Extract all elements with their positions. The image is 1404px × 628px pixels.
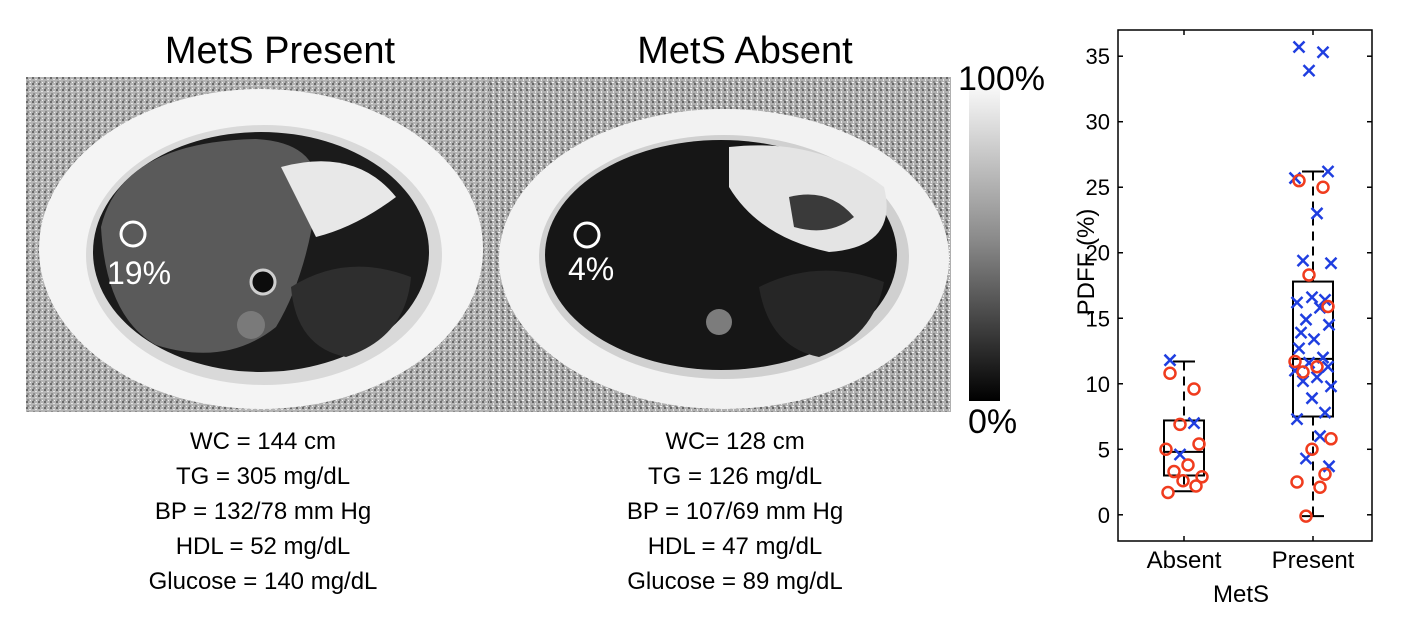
box-iqr — [1292, 280, 1334, 418]
clinical-params-present: WC = 144 cm TG = 305 mg/dL BP = 132/78 m… — [103, 424, 423, 599]
param-tg: TG = 126 mg/dL — [647, 463, 823, 490]
data-point-o — [1161, 485, 1175, 500]
data-point-x — [1318, 293, 1332, 307]
data-point-o — [1313, 480, 1327, 495]
data-point-x — [1321, 165, 1335, 178]
data-point-x — [1292, 342, 1306, 355]
plot-axes: 0 5 10 15 20 25 30 35 Absent Present — [1086, 29, 1373, 574]
data-point-o — [1195, 470, 1209, 484]
data-point-o — [1296, 365, 1310, 379]
data-point-x — [1310, 370, 1324, 384]
data-point-o — [1173, 417, 1187, 432]
data-point-x — [1305, 290, 1319, 304]
roi-circle-present — [119, 220, 147, 248]
y-tick-label: 10 — [1086, 372, 1110, 397]
panel-title-mets-absent: MetS Absent — [637, 30, 853, 72]
mri-present-drawing — [26, 77, 493, 412]
data-point-o — [1310, 359, 1324, 374]
data-point-x — [1290, 296, 1304, 309]
clinical-params-absent: WC= 128 cm TG = 126 mg/dL BP = 107/69 mm… — [575, 424, 895, 599]
data-point-x — [1290, 412, 1304, 426]
panel-title-mets-present: MetS Present — [164, 30, 396, 72]
data-point-x — [1310, 207, 1324, 220]
y-tick-label: 15 — [1086, 306, 1110, 331]
data-point-x — [1302, 64, 1316, 78]
y-tick-label: 5 — [1098, 437, 1110, 462]
mri-image-mets-present — [26, 77, 493, 412]
colorbar-max-label: 100% — [958, 60, 1045, 98]
data-point-x — [1322, 459, 1336, 473]
data-point-o — [1189, 479, 1203, 493]
roi-pdff-label-absent: 4% — [568, 251, 615, 287]
y-tick-label: 0 — [1098, 503, 1110, 528]
data-point-o — [1187, 382, 1201, 396]
data-point-x — [1322, 318, 1336, 332]
data-point-o — [1181, 458, 1195, 472]
data-point-o — [1290, 475, 1304, 489]
data-point-o — [1192, 437, 1206, 451]
data-point-o — [1305, 442, 1319, 457]
data-point-o — [1324, 432, 1338, 446]
param-bp: BP = 107/69 mm Hg — [626, 498, 844, 525]
x-axis-label: MetS — [1213, 581, 1269, 608]
y-tick-label: 35 — [1086, 44, 1110, 69]
data-point-x — [1163, 353, 1177, 367]
x-tick-label: Absent — [1147, 547, 1222, 574]
y-axis-label: PDFF (%) — [1073, 209, 1100, 316]
data-point-x — [1321, 360, 1335, 374]
param-bp: BP = 132/78 mm Hg — [154, 498, 372, 525]
param-wc: WC= 128 cm — [665, 428, 805, 455]
param-hdl: HDL = 47 mg/dL — [647, 533, 823, 560]
data-point-x — [1307, 332, 1321, 346]
plot-frame — [1117, 29, 1373, 542]
data-point-o — [1321, 299, 1335, 314]
param-glucose: Glucose = 89 mg/dL — [627, 568, 843, 595]
roi-circle-absent — [573, 221, 601, 249]
roi-pdff-label-present: 19% — [107, 255, 172, 291]
y-tick-label: 30 — [1086, 110, 1110, 135]
x-tick-label: Present — [1272, 547, 1355, 574]
data-point-o — [1163, 366, 1177, 381]
data-point-x — [1324, 256, 1338, 270]
data-point-o — [1316, 180, 1330, 194]
data-point-o — [1288, 354, 1302, 369]
data-point-x — [1318, 406, 1332, 419]
data-point-o — [1318, 467, 1332, 481]
data-point-o — [1176, 473, 1190, 488]
mri-image-mets-absent — [489, 77, 951, 412]
data-point-x — [1324, 380, 1338, 393]
data-point-o — [1292, 173, 1306, 188]
data-point-o — [1299, 509, 1313, 523]
data-point-x — [1313, 429, 1327, 443]
data-point-o — [1167, 464, 1181, 479]
pdff-colorbar — [969, 78, 1000, 401]
data-point-o — [1159, 442, 1173, 457]
data-point-x — [1305, 391, 1319, 405]
plot-labels: PDFF (%) MetS — [1073, 209, 1269, 608]
param-glucose: Glucose = 140 mg/dL — [148, 568, 378, 595]
y-tick-label: 20 — [1086, 241, 1110, 266]
data-point-x — [1296, 254, 1310, 267]
data-point-x — [1294, 326, 1308, 340]
colorbar-min-label: 0% — [968, 403, 1018, 441]
param-wc: WC = 144 cm — [189, 428, 337, 455]
pdff-boxplot: 0 5 10 15 20 25 30 35 Absent Present PDFF (%) Met… — [1073, 29, 1373, 608]
data-point-x — [1316, 45, 1330, 59]
data-point-x — [1292, 40, 1306, 54]
y-tick-label: 25 — [1086, 175, 1110, 200]
data-point-x — [1173, 448, 1187, 461]
data-point-x — [1299, 313, 1313, 326]
param-tg: TG = 305 mg/dL — [175, 463, 351, 490]
data-point-x — [1187, 416, 1201, 430]
data-point-o — [1302, 268, 1316, 282]
plot-points — [1159, 40, 1338, 523]
param-hdl: HDL = 52 mg/dL — [175, 533, 351, 560]
mri-absent-drawing — [489, 77, 951, 412]
